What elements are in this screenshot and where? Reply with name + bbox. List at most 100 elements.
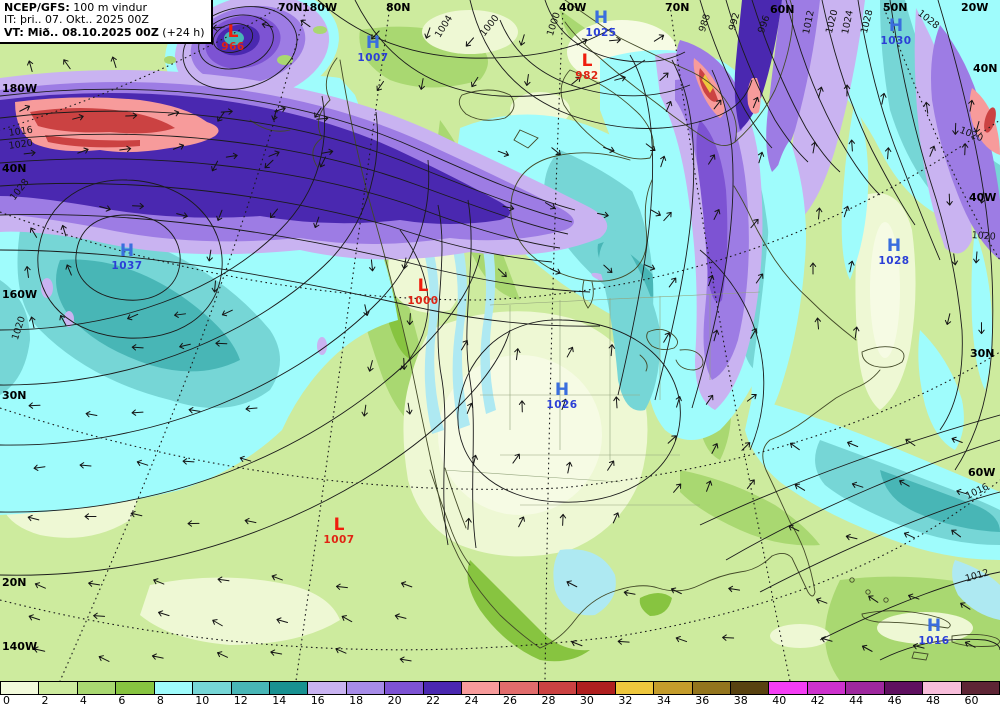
- wind-arrow: [613, 396, 620, 409]
- wind-arrow: [130, 510, 143, 518]
- wind-arrow: [956, 488, 968, 496]
- wind-arrow: [750, 328, 758, 339]
- wind-arrow: [271, 574, 283, 581]
- wind-arrow: [973, 121, 981, 133]
- wind-arrow: [951, 253, 958, 266]
- wind-arrow: [746, 393, 757, 402]
- colorbar-cell: [615, 682, 655, 694]
- wind-arrow: [502, 204, 515, 212]
- wind-arrow: [98, 655, 110, 662]
- wind-arrow: [88, 580, 101, 587]
- colorbar-cell: [769, 682, 808, 694]
- wind-arrow: [167, 110, 180, 117]
- colorbar-tick-label: 38: [733, 694, 748, 707]
- wind-arrow: [172, 143, 185, 150]
- colorbar-tick-label: 2: [41, 694, 49, 707]
- wind-arrow: [912, 643, 925, 650]
- wind-arrow: [650, 209, 661, 217]
- wind-arrow: [946, 193, 953, 206]
- wind-arrow: [757, 151, 765, 164]
- wind-arrow: [176, 212, 188, 219]
- wind-arrow: [394, 613, 407, 620]
- wind-arrow: [524, 74, 531, 86]
- wind-arrow: [559, 513, 567, 526]
- wind-arrow: [899, 479, 910, 487]
- wind-arrow: [868, 595, 879, 603]
- wind-arrow: [576, 38, 588, 46]
- colorbar-tick-label: 22: [426, 694, 441, 707]
- wind-arrow: [848, 139, 856, 152]
- wind-arrow: [182, 458, 195, 465]
- wind-arrow: [369, 259, 376, 272]
- wind-arrow: [708, 154, 716, 165]
- wind-arrow: [136, 459, 149, 466]
- wind-arrow: [471, 76, 479, 88]
- wind-arrow: [566, 346, 574, 358]
- wind-arrow: [314, 107, 322, 118]
- wind-arrow: [132, 202, 144, 210]
- wind-arrow: [746, 479, 755, 489]
- wind-arrow: [465, 517, 472, 530]
- wind-arrow: [34, 582, 46, 589]
- wind-arrow: [853, 326, 860, 339]
- wind-arrow: [848, 260, 855, 273]
- colorbar-tick-label: 6: [118, 694, 126, 707]
- wind-arrow: [33, 646, 46, 653]
- wind-arrow: [211, 160, 219, 172]
- wind-arrow: [741, 442, 751, 451]
- wind-arrow: [596, 211, 609, 219]
- wind-arrow: [60, 224, 67, 237]
- wind-arrow: [566, 461, 573, 474]
- wind-arrow: [125, 112, 138, 119]
- wind-arrow: [65, 264, 72, 276]
- wind-arrow: [466, 402, 474, 414]
- wind-arrow: [245, 405, 258, 412]
- wind-arrow: [418, 78, 425, 90]
- wind-arrow: [153, 578, 165, 585]
- wind-arrow: [367, 360, 374, 372]
- wind-arrow: [399, 656, 412, 663]
- colorbar-tick-label: 24: [464, 694, 479, 707]
- colorbar-tick-label: 42: [810, 694, 825, 707]
- wind-arrow: [670, 587, 682, 595]
- wind-arrow: [752, 96, 760, 109]
- wind-arrow: [923, 101, 930, 114]
- valid-suffix: (+24 h): [158, 25, 205, 39]
- wind-arrow: [174, 311, 186, 318]
- coastlines: [249, 0, 1000, 661]
- colorbar-cell: [116, 682, 155, 694]
- wind-arrow: [28, 614, 41, 621]
- title-line-model: NCEP/GFS: 100 m vindur: [4, 1, 205, 14]
- wind-arrow: [944, 313, 952, 325]
- wind-arrow: [406, 402, 413, 415]
- weather-map-graphic: [0, 0, 1000, 681]
- wind-arrow: [19, 104, 31, 112]
- colorbar-tick-label: 44: [849, 694, 864, 707]
- wind-arrow: [608, 344, 615, 357]
- wind-arrow: [27, 514, 40, 522]
- colorbar-cell: [193, 682, 232, 694]
- wind-arrow: [131, 409, 144, 416]
- wind-arrow: [321, 148, 334, 156]
- wind-arrow: [72, 114, 84, 121]
- wind-arrow: [814, 317, 821, 330]
- wind-arrow: [815, 207, 823, 220]
- colorbar-tick-label: 4: [79, 694, 87, 707]
- wind-arrow: [84, 513, 97, 520]
- title-line-init: IT: þri.. 07. Okt.. 2025 00Z: [4, 14, 205, 26]
- wind-arrow: [811, 141, 818, 154]
- wind-arrow: [660, 155, 667, 168]
- wind-arrow: [268, 150, 280, 157]
- wind-arrow: [217, 651, 228, 658]
- colorbar-tick-label: 16: [310, 694, 325, 707]
- wind-arrow: [188, 407, 201, 414]
- wind-arrow: [77, 147, 89, 154]
- wind-arrow: [29, 227, 38, 238]
- init-value: þri.. 07. Okt.. 2025 00Z: [16, 13, 149, 27]
- wind-arrow: [960, 602, 971, 610]
- wind-arrow: [215, 340, 228, 347]
- wind-arrow: [211, 280, 219, 293]
- colorbar-cell: [385, 682, 424, 694]
- colorbar-tick-label: 32: [618, 694, 633, 707]
- colorbar-cell: [423, 682, 463, 694]
